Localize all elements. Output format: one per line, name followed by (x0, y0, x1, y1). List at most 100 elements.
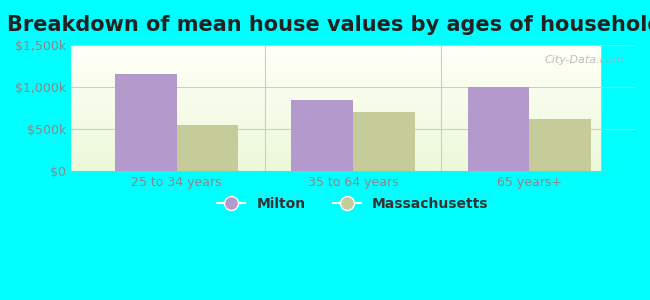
Bar (71, 68, 600, 69)
Bar (71, 85, 600, 86)
Bar (71, 64, 600, 65)
Bar (71, 121, 600, 122)
Bar (71, 124, 600, 126)
Bar (71, 129, 600, 130)
Bar (71, 141, 600, 142)
Bar (71, 58, 600, 59)
Bar (467, 87, 529, 171)
Bar (71, 162, 600, 164)
Bar (115, 74, 177, 171)
Bar (71, 98, 600, 99)
Text: City-Data.com: City-Data.com (544, 55, 624, 65)
Bar (71, 140, 600, 141)
Bar (71, 86, 600, 88)
Bar (71, 61, 600, 62)
Bar (71, 78, 600, 79)
Bar (71, 94, 600, 95)
Bar (71, 52, 600, 54)
Bar (71, 80, 600, 81)
Bar (71, 73, 600, 74)
Bar (71, 149, 600, 151)
Bar (71, 126, 600, 127)
Bar (71, 103, 600, 104)
Bar (71, 97, 600, 98)
Bar (71, 105, 600, 106)
Bar (71, 102, 600, 103)
Bar (71, 89, 600, 90)
Bar (71, 92, 600, 93)
Bar (71, 119, 600, 121)
Title: Breakdown of mean house values by ages of householders: Breakdown of mean house values by ages o… (6, 15, 650, 35)
Bar (71, 166, 600, 167)
Bar (71, 153, 600, 154)
Bar (71, 158, 600, 160)
Bar (71, 157, 600, 158)
Bar (71, 55, 600, 56)
Bar (71, 167, 600, 168)
Bar (71, 100, 600, 102)
Bar (71, 130, 600, 132)
Bar (71, 49, 600, 50)
Bar (71, 45, 600, 46)
Bar (71, 71, 600, 73)
Bar (71, 114, 600, 116)
Bar (71, 108, 600, 109)
Bar (71, 138, 600, 140)
Bar (71, 148, 600, 149)
Bar (71, 118, 600, 119)
Bar (71, 104, 600, 105)
Bar (71, 134, 600, 136)
Bar (71, 117, 600, 118)
Bar (71, 143, 600, 145)
Bar (71, 62, 600, 64)
Bar (529, 119, 591, 171)
Bar (71, 116, 600, 117)
Bar (71, 128, 600, 129)
Bar (71, 136, 600, 137)
Bar (71, 69, 600, 70)
Bar (71, 76, 600, 78)
Bar (353, 112, 415, 171)
Bar (71, 122, 600, 123)
Bar (71, 66, 600, 68)
Bar (71, 132, 600, 133)
Bar (71, 99, 600, 100)
Bar (71, 170, 600, 171)
Bar (71, 112, 600, 113)
Bar (71, 142, 600, 143)
Bar (71, 83, 600, 84)
Bar (71, 113, 600, 114)
Bar (291, 100, 353, 171)
Bar (71, 147, 600, 148)
Bar (71, 106, 600, 108)
Bar (71, 109, 600, 110)
Bar (71, 93, 600, 94)
Bar (71, 146, 600, 147)
Bar (71, 95, 600, 97)
Bar (71, 137, 600, 138)
Bar (71, 152, 600, 153)
Bar (71, 123, 600, 124)
Bar (71, 156, 600, 157)
Bar (71, 168, 600, 170)
Bar (71, 164, 600, 165)
Bar (71, 47, 600, 49)
Bar (71, 46, 600, 47)
Bar (71, 65, 600, 66)
Bar (71, 50, 600, 51)
Legend: Milton, Massachusetts: Milton, Massachusetts (212, 192, 494, 217)
Bar (71, 145, 600, 146)
Bar (71, 88, 600, 89)
Bar (71, 110, 600, 112)
Bar (71, 133, 600, 134)
Bar (71, 165, 600, 166)
Bar (71, 160, 600, 161)
Bar (71, 75, 600, 76)
Bar (71, 51, 600, 52)
Bar (71, 74, 600, 75)
Bar (71, 84, 600, 85)
Bar (71, 79, 600, 80)
Bar (71, 54, 600, 55)
Bar (71, 161, 600, 162)
Bar (71, 90, 600, 92)
